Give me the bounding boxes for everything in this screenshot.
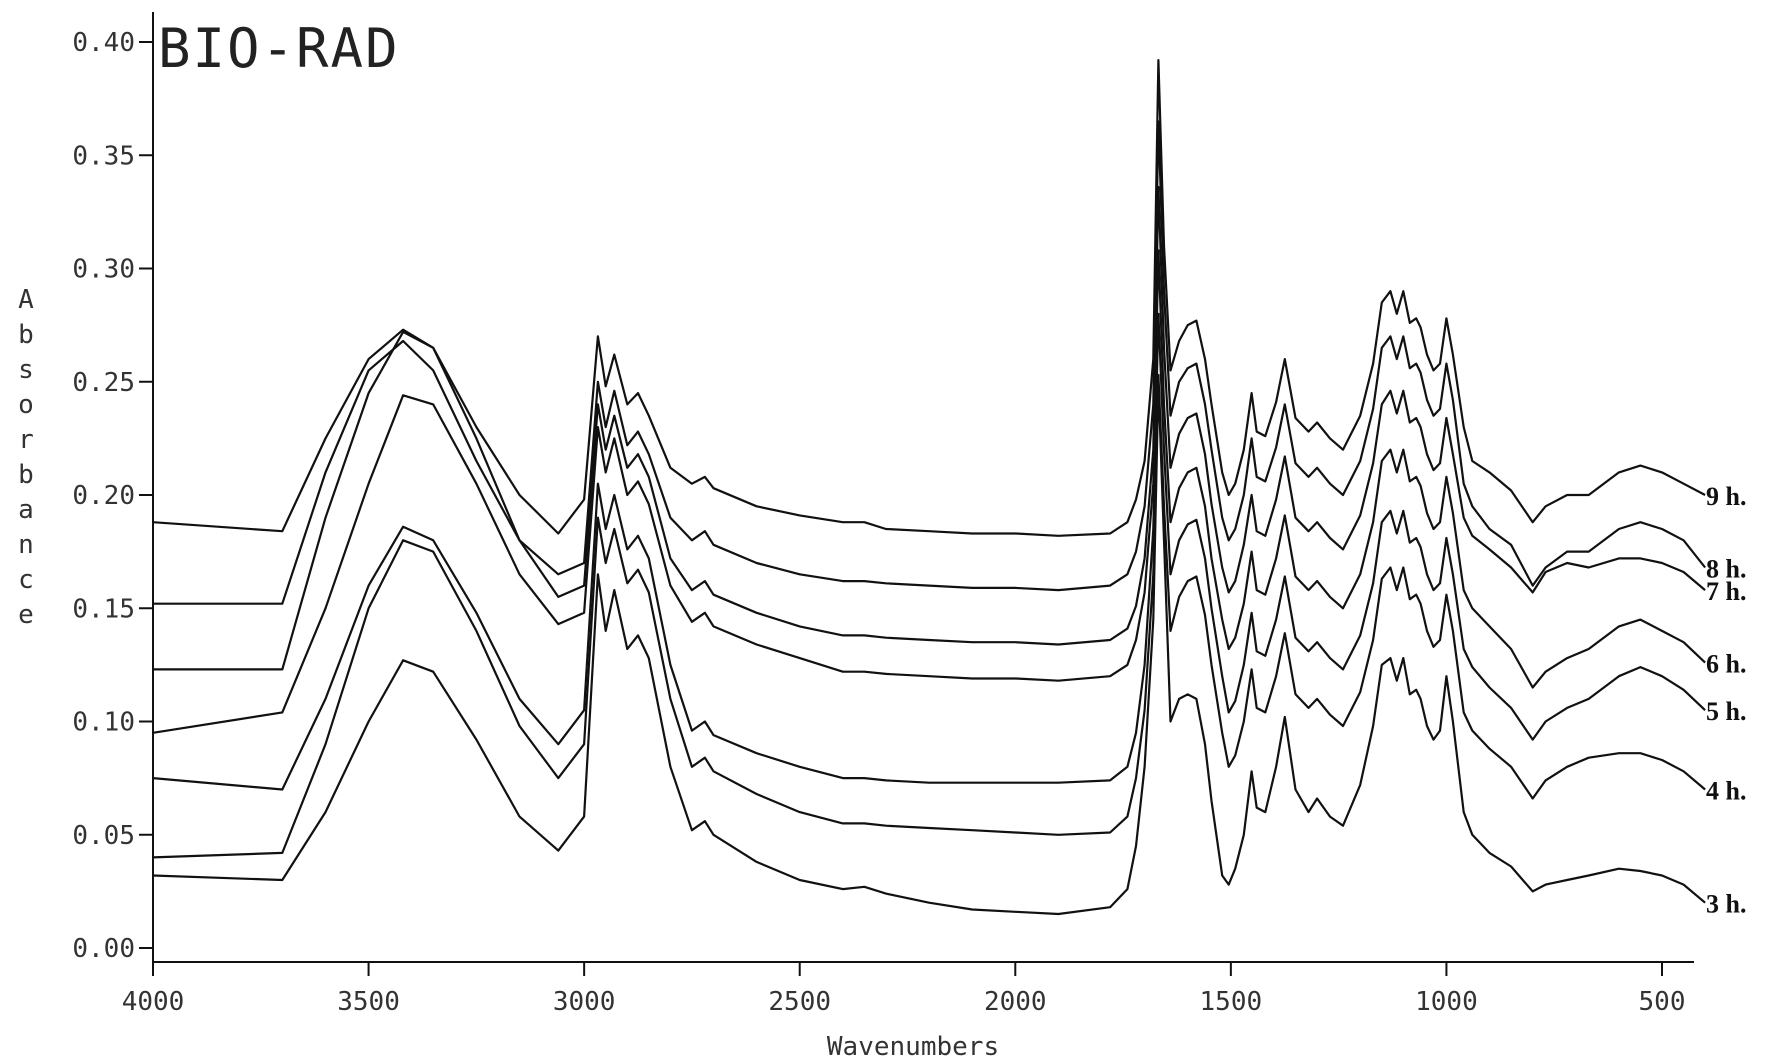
x-tick-label: 1000 xyxy=(1415,987,1478,1017)
series-line-9h xyxy=(152,59,1706,537)
series-line-5h xyxy=(152,312,1706,791)
series-label: 5 h. xyxy=(1706,697,1746,726)
series-label: 9 h. xyxy=(1706,482,1746,511)
series-line-7h xyxy=(153,185,1706,671)
series-line-4h xyxy=(152,373,1706,859)
series-label: 8 h. xyxy=(1706,554,1746,583)
x-axis-title: Wavenumbers xyxy=(827,1032,999,1062)
x-tick-label: 3500 xyxy=(337,987,400,1017)
y-ticks: 0.00 0.05 0.10 0.15 0.20 0.25 0.30 0.35 0.40 xyxy=(72,28,153,964)
series-label: 7 h. xyxy=(1706,577,1746,606)
x-tick-label: 4000 xyxy=(122,987,185,1017)
series-labels: 9 h. 8 h.7 h. 6 h. 5 h. 4 h. 3 h. xyxy=(1706,482,1746,919)
y-tick-label: 0.15 xyxy=(72,594,135,624)
y-tick-label: 0.10 xyxy=(72,708,135,738)
x-tick-label: 1500 xyxy=(1200,987,1263,1017)
x-tick-label: 2500 xyxy=(768,987,831,1017)
series-line-6h xyxy=(152,249,1706,734)
y-tick-label: 0.00 xyxy=(72,934,135,964)
y-tick-label: 0.40 xyxy=(72,28,135,58)
series-label: 4 h. xyxy=(1706,776,1746,805)
series-label: 6 h. xyxy=(1706,650,1746,679)
series-line-8h xyxy=(153,120,1706,605)
x-tick-label: 500 xyxy=(1639,987,1686,1017)
y-tick-label: 0.05 xyxy=(72,821,135,851)
y-tick-label: 0.35 xyxy=(72,141,135,171)
series-line-3h xyxy=(152,380,1706,916)
x-tick-label: 3000 xyxy=(553,987,616,1017)
chart-title: BIO-RAD xyxy=(158,17,400,80)
y-tick-label: 0.25 xyxy=(72,368,135,398)
axes xyxy=(152,12,1694,963)
y-tick-label: 0.20 xyxy=(72,481,135,511)
series-label: 3 h. xyxy=(1706,890,1746,919)
series-group xyxy=(152,59,1706,916)
y-tick-label: 0.30 xyxy=(72,255,135,285)
x-tick-label: 2000 xyxy=(984,987,1047,1017)
x-ticks: 4000 3500 3000 2500 2000 1500 1000 500 xyxy=(122,962,1686,1017)
